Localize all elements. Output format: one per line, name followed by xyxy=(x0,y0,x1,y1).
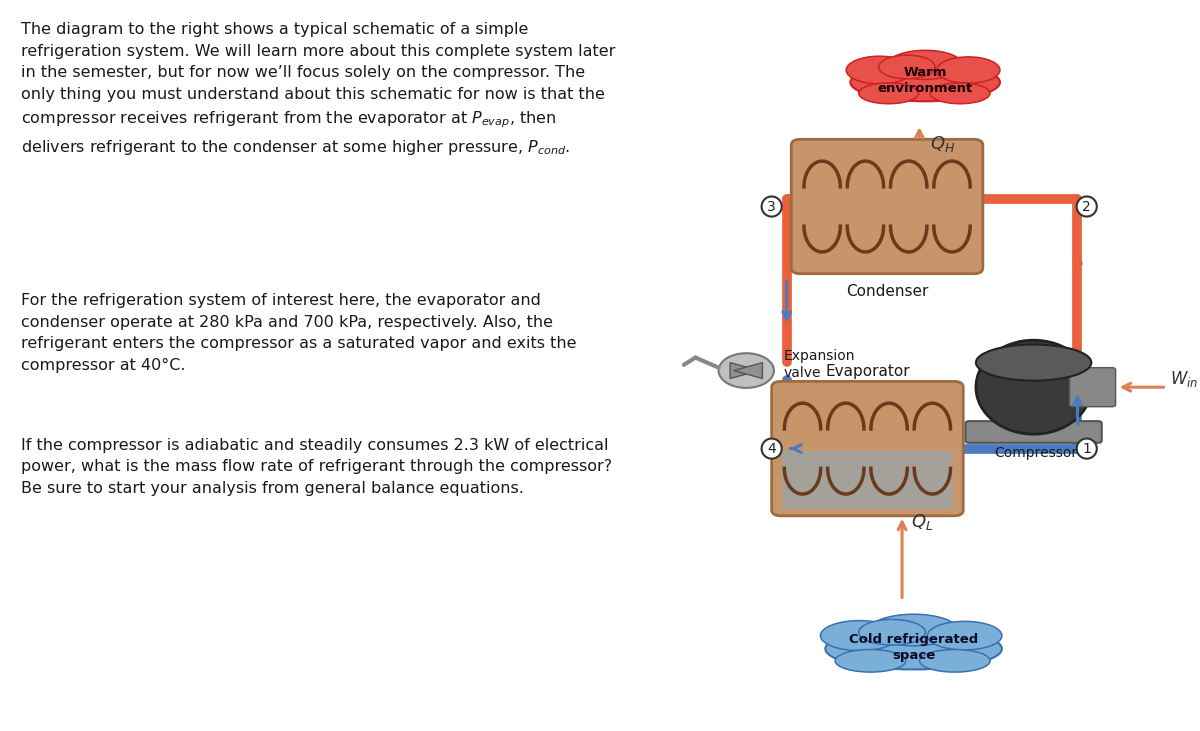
Circle shape xyxy=(719,353,774,388)
Ellipse shape xyxy=(937,57,1000,83)
Ellipse shape xyxy=(888,50,962,80)
Text: 4: 4 xyxy=(767,442,776,455)
Text: 2: 2 xyxy=(1082,200,1091,213)
Text: Expansion
valve: Expansion valve xyxy=(784,349,854,380)
Text: Condenser: Condenser xyxy=(846,284,929,299)
Ellipse shape xyxy=(930,83,990,104)
Text: Warm
environment: Warm environment xyxy=(877,66,973,94)
Text: Evaporator: Evaporator xyxy=(826,363,910,379)
Ellipse shape xyxy=(859,619,925,645)
Text: If the compressor is adiabatic and steadily consumes 2.3 kW of electrical
power,: If the compressor is adiabatic and stead… xyxy=(22,438,613,496)
Ellipse shape xyxy=(859,83,918,104)
Ellipse shape xyxy=(846,56,913,84)
Ellipse shape xyxy=(870,614,958,645)
FancyBboxPatch shape xyxy=(791,140,983,273)
Ellipse shape xyxy=(976,344,1091,381)
Text: $Q_H$: $Q_H$ xyxy=(930,135,955,154)
Polygon shape xyxy=(733,363,762,379)
Text: Cold refrigerated
space: Cold refrigerated space xyxy=(848,633,978,662)
FancyBboxPatch shape xyxy=(1069,368,1116,406)
Text: The diagram to the right shows a typical schematic of a simple
refrigeration sys: The diagram to the right shows a typical… xyxy=(22,22,616,157)
Text: Compressor: Compressor xyxy=(995,447,1078,461)
FancyBboxPatch shape xyxy=(782,451,953,510)
FancyBboxPatch shape xyxy=(966,421,1102,443)
Text: $Q_L$: $Q_L$ xyxy=(911,512,934,532)
Ellipse shape xyxy=(928,621,1002,650)
Polygon shape xyxy=(730,363,758,379)
Ellipse shape xyxy=(919,650,990,672)
Ellipse shape xyxy=(878,55,935,79)
Ellipse shape xyxy=(976,340,1091,434)
Ellipse shape xyxy=(821,621,899,651)
Ellipse shape xyxy=(851,63,1000,102)
FancyBboxPatch shape xyxy=(772,382,964,516)
Text: 3: 3 xyxy=(767,200,776,213)
Ellipse shape xyxy=(835,650,906,672)
Text: 1: 1 xyxy=(1082,442,1091,455)
Text: For the refrigeration system of interest here, the evaporator and
condenser oper: For the refrigeration system of interest… xyxy=(22,293,577,373)
Ellipse shape xyxy=(826,628,1002,670)
Text: $W_{in}$: $W_{in}$ xyxy=(1170,368,1198,388)
